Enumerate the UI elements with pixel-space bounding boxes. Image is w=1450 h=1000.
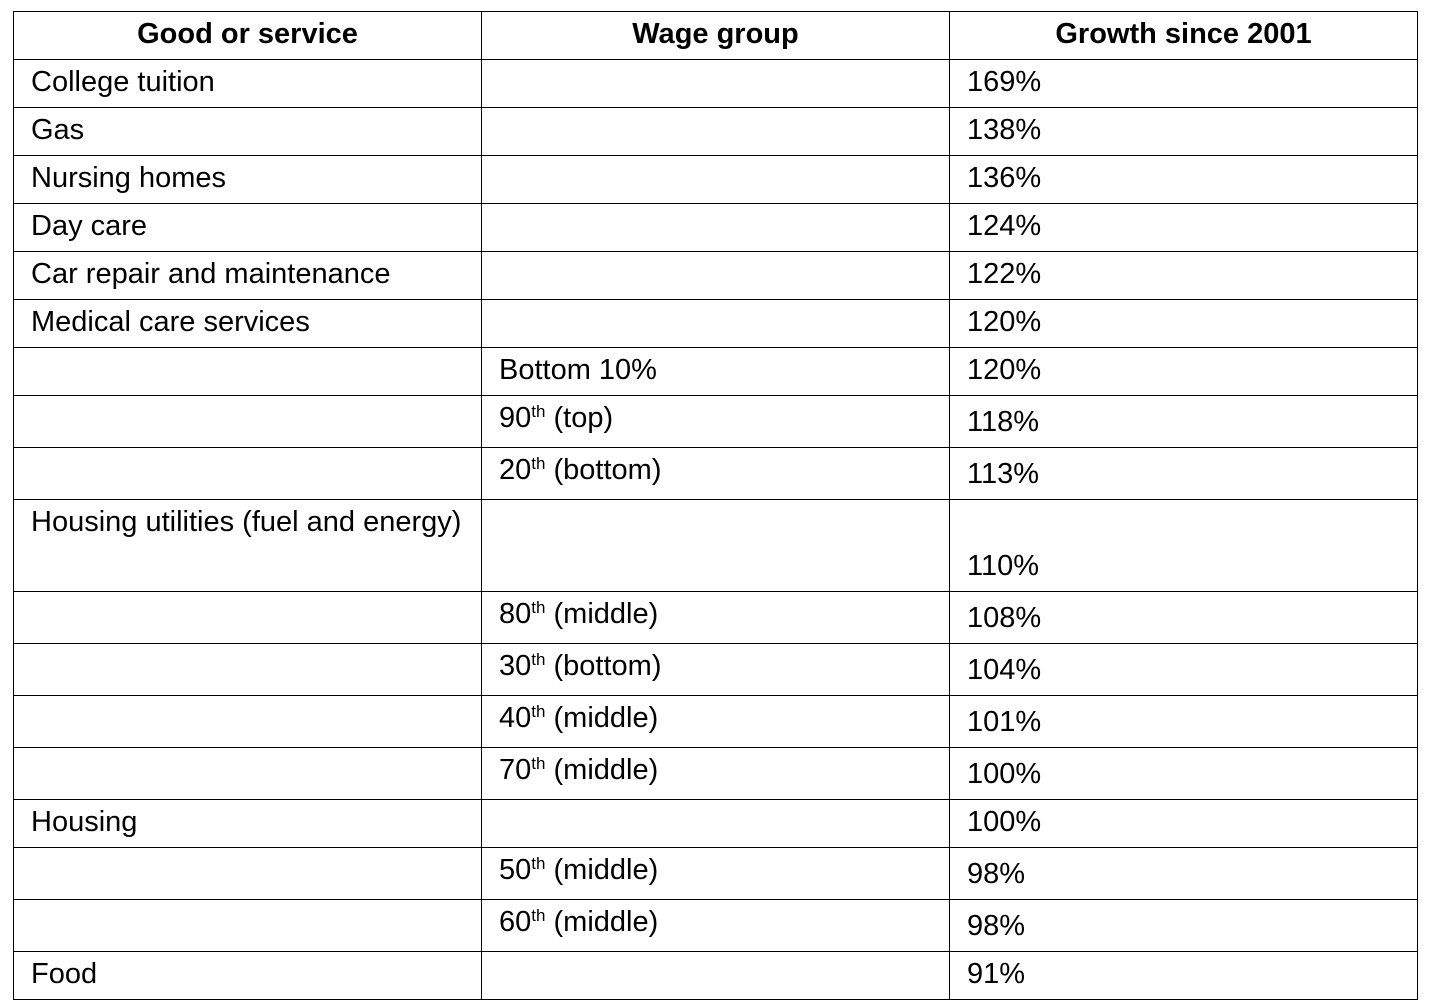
wage-group-cell: Bottom 10% xyxy=(481,347,950,396)
wage-group-cell xyxy=(481,155,950,204)
column-header: Wage group xyxy=(481,11,950,60)
percentile: 30 xyxy=(499,650,532,682)
wage-group-cell: 80th (middle) xyxy=(481,591,950,644)
wage-group-cell: 70th (middle) xyxy=(481,747,950,800)
percentile: 60 xyxy=(499,906,532,938)
good-cell xyxy=(13,847,482,900)
table-row: 20th (bottom) 113% xyxy=(13,447,1418,500)
table-row: Medical care services 120% xyxy=(13,299,1418,348)
table-row: College tuition 169% xyxy=(13,59,1418,108)
ordinal-suffix: th xyxy=(531,454,546,473)
group-label: (bottom) xyxy=(553,650,662,682)
group-label: (middle) xyxy=(553,906,659,938)
ordinal-suffix: th xyxy=(531,598,546,617)
group-label: (middle) xyxy=(553,702,659,734)
growth-cell: 120% xyxy=(949,299,1418,348)
wage-group-cell xyxy=(481,799,950,848)
table-body: College tuition 169% Gas 138% Nursing homes 1… xyxy=(13,59,1418,1000)
ordinal-suffix: th xyxy=(531,754,546,773)
group-label: (middle) xyxy=(553,598,659,630)
group-label: (bottom) xyxy=(553,454,662,486)
wage-group-cell: 90th (top) xyxy=(481,395,950,448)
good-cell: Nursing homes xyxy=(13,155,482,204)
table-row: 50th (middle) 98% xyxy=(13,847,1418,900)
wage-group-cell xyxy=(481,299,950,348)
growth-cell: 104% xyxy=(949,643,1418,696)
ordinal-suffix: th xyxy=(531,702,546,721)
table-row: 80th (middle) 108% xyxy=(13,591,1418,644)
good-cell: Car repair and maintenance xyxy=(13,251,482,300)
good-cell: Housing utilities (fuel and energy) xyxy=(13,499,482,592)
wage-group-cell: 50th (middle) xyxy=(481,847,950,900)
wage-group-cell xyxy=(481,951,950,1000)
table-row: Bottom 10% 120% xyxy=(13,347,1418,396)
percentile: 80 xyxy=(499,598,532,630)
growth-cell: 110% xyxy=(949,499,1418,592)
good-cell xyxy=(13,395,482,448)
growth-cell: 113% xyxy=(949,447,1418,500)
growth-cell: 100% xyxy=(949,747,1418,800)
growth-cell: 122% xyxy=(949,251,1418,300)
percentile: 90 xyxy=(499,402,532,434)
good-cell xyxy=(13,695,482,748)
growth-cell: 124% xyxy=(949,203,1418,252)
percentile: 40 xyxy=(499,702,532,734)
wage-group-cell xyxy=(481,107,950,156)
table-row: Gas 138% xyxy=(13,107,1418,156)
growth-cell: 169% xyxy=(949,59,1418,108)
group-label: (top) xyxy=(553,402,614,434)
good-cell xyxy=(13,447,482,500)
wage-group-cell xyxy=(481,499,950,592)
growth-cell: 136% xyxy=(949,155,1418,204)
table-row: Housing 100% xyxy=(13,799,1418,848)
good-cell: College tuition xyxy=(13,59,482,108)
wage-group-cell xyxy=(481,251,950,300)
good-cell: Gas xyxy=(13,107,482,156)
growth-cell: 101% xyxy=(949,695,1418,748)
page: Good or service Wage group Growth since 20… xyxy=(13,11,1418,1000)
column-header: Good or service xyxy=(13,11,482,60)
table-row: 30th (bottom) 104% xyxy=(13,643,1418,696)
column-header: Growth since 2001 xyxy=(949,11,1418,60)
growth-cell: 118% xyxy=(949,395,1418,448)
growth-cell: 98% xyxy=(949,847,1418,900)
table-row: Day care 124% xyxy=(13,203,1418,252)
ordinal-suffix: th xyxy=(531,854,546,873)
good-cell xyxy=(13,347,482,396)
ordinal-suffix: th xyxy=(531,650,546,669)
ordinal-suffix: th xyxy=(531,906,546,925)
wage-group-cell: 30th (bottom) xyxy=(481,643,950,696)
table-row: Nursing homes 136% xyxy=(13,155,1418,204)
good-cell: Day care xyxy=(13,203,482,252)
growth-cell: 108% xyxy=(949,591,1418,644)
table-row: Food 91% xyxy=(13,951,1418,1000)
wage-group-cell xyxy=(481,203,950,252)
percentile: 70 xyxy=(499,754,532,786)
percentile: 50 xyxy=(499,854,532,886)
group-label: (middle) xyxy=(553,754,659,786)
table-row: 40th (middle) 101% xyxy=(13,695,1418,748)
good-cell xyxy=(13,643,482,696)
wage-group-cell xyxy=(481,59,950,108)
growth-cell: 91% xyxy=(949,951,1418,1000)
good-cell: Housing xyxy=(13,799,482,848)
table: Good or service Wage group Growth since 20… xyxy=(13,11,1418,1000)
good-cell xyxy=(13,747,482,800)
good-cell xyxy=(13,591,482,644)
table-row: 90th (top) 118% xyxy=(13,395,1418,448)
table-row: 70th (middle) 100% xyxy=(13,747,1418,800)
growth-cell: 100% xyxy=(949,799,1418,848)
growth-cell: 138% xyxy=(949,107,1418,156)
group-label: (middle) xyxy=(553,854,659,886)
ordinal-suffix: th xyxy=(531,402,546,421)
growth-cell: 120% xyxy=(949,347,1418,396)
wage-group-cell: 20th (bottom) xyxy=(481,447,950,500)
percentile: 20 xyxy=(499,454,532,486)
good-cell: Medical care services xyxy=(13,299,482,348)
header-row: Good or service Wage group Growth since 20… xyxy=(13,11,1418,60)
good-cell: Food xyxy=(13,951,482,1000)
table-row: Housing utilities (fuel and energy) 110% xyxy=(13,499,1418,592)
wage-group-cell: 40th (middle) xyxy=(481,695,950,748)
table-row: Car repair and maintenance 122% xyxy=(13,251,1418,300)
